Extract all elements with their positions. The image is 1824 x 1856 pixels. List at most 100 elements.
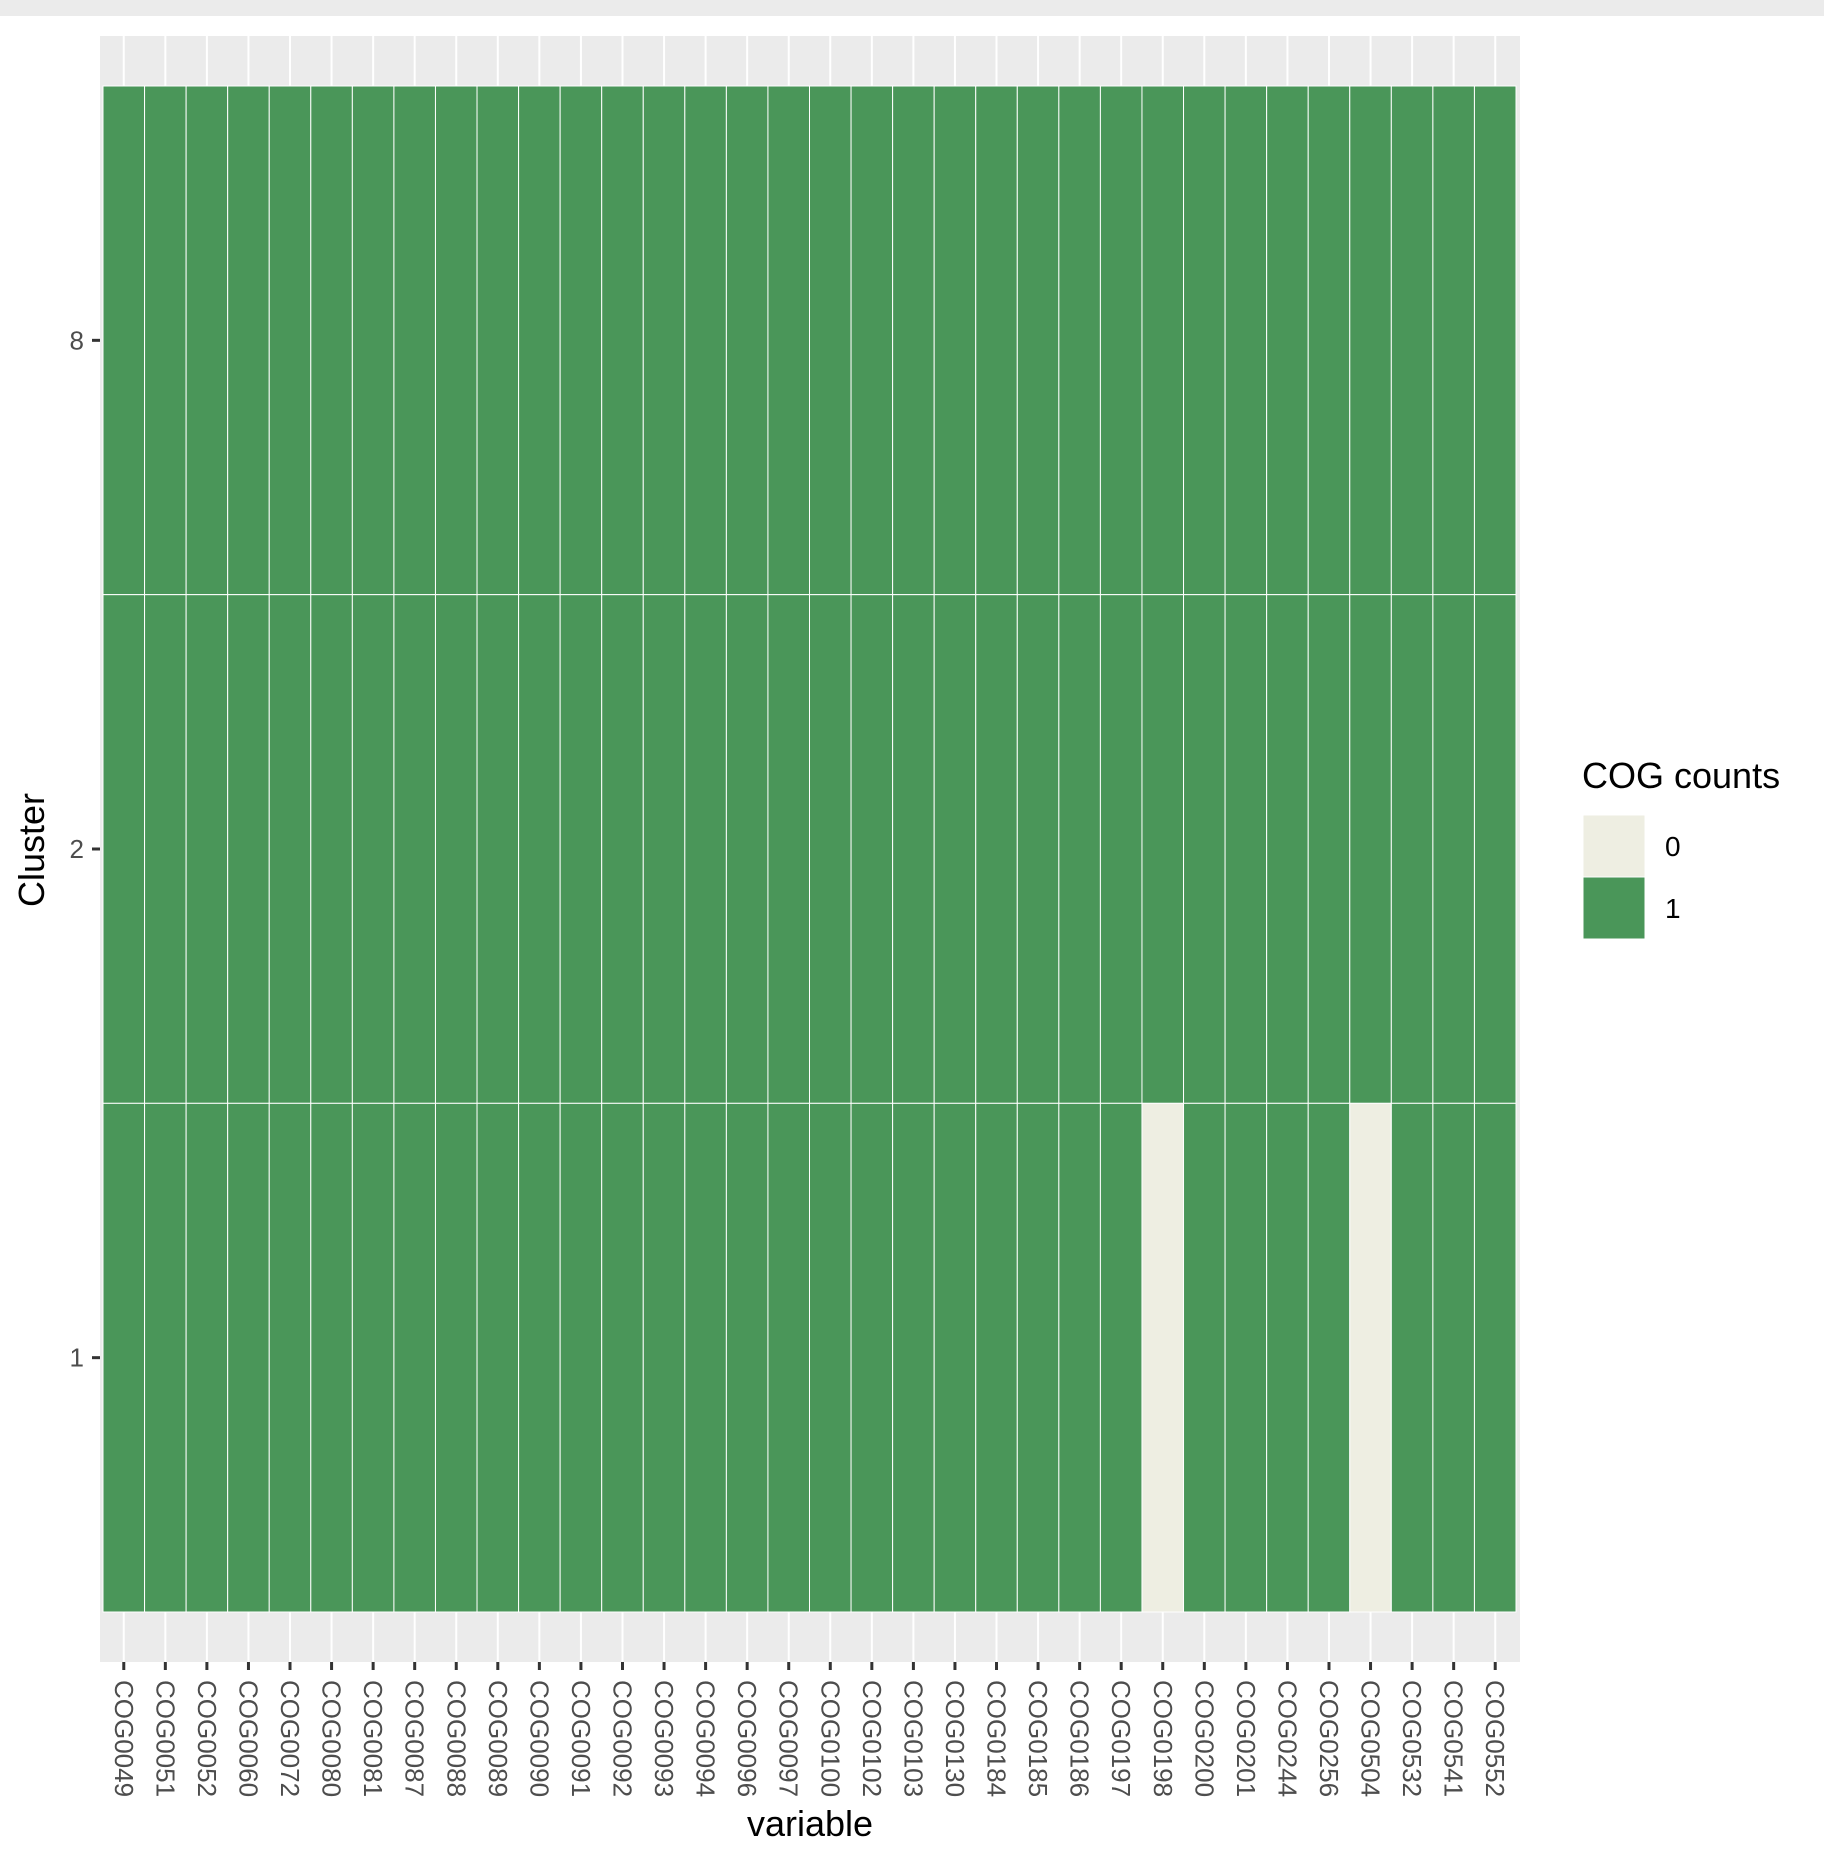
heatmap-tile-2-COG0088 xyxy=(434,594,478,1104)
heatmap-tile-8-COG0256 xyxy=(1307,85,1351,596)
x-tick-label-COG0081: COG0081 xyxy=(358,1680,388,1797)
heatmap-tile-1-COG0052 xyxy=(185,1102,229,1613)
heatmap-tile-2-COG0096 xyxy=(725,594,769,1104)
heatmap-tile-8-COG0504 xyxy=(1349,85,1392,596)
x-tick-label-COG0092: COG0092 xyxy=(607,1680,637,1797)
heatmap-tile-1-COG0097 xyxy=(767,1102,810,1613)
heatmap-tile-2-COG0504 xyxy=(1349,594,1392,1104)
x-tick-label-COG0049: COG0049 xyxy=(109,1680,139,1797)
x-tick-label-COG0094: COG0094 xyxy=(691,1680,721,1797)
heatmap-tile-2-COG0049 xyxy=(102,594,146,1104)
heatmap-tile-2-COG0184 xyxy=(975,594,1018,1104)
heatmap-tile-1-COG0090 xyxy=(518,1102,561,1613)
x-tick-label-COG0087: COG0087 xyxy=(400,1680,430,1797)
y-tick-label-1: 1 xyxy=(70,1343,84,1373)
x-tick-label-COG0185: COG0185 xyxy=(1023,1680,1053,1797)
heatmap-tile-8-COG0200 xyxy=(1183,85,1226,596)
x-tick-label-COG0541: COG0541 xyxy=(1439,1680,1469,1797)
heatmap-tile-8-COG0102 xyxy=(850,85,894,596)
heatmap-tile-8-COG0090 xyxy=(518,85,561,596)
x-tick-label-COG0244: COG0244 xyxy=(1272,1680,1302,1797)
heatmap-tile-8-COG0130 xyxy=(933,85,977,596)
x-axis: COG0049 COG0051 COG0052 COG0060 COG0072 COG00… xyxy=(109,1662,1510,1797)
legend-label-0: 0 xyxy=(1665,831,1681,862)
legend-title: COG counts xyxy=(1582,755,1780,796)
heatmap-tile-2-COG0090 xyxy=(518,594,561,1104)
top-band xyxy=(0,0,1824,16)
heatmap-tile-8-COG0091 xyxy=(559,85,603,596)
heatmap-tile-1-COG0200 xyxy=(1183,1102,1226,1613)
x-axis-title: variable xyxy=(747,1803,873,1844)
heatmap-tile-1-COG0256 xyxy=(1307,1102,1351,1613)
heatmap-tile-1-COG0093 xyxy=(642,1102,686,1613)
heatmap-tile-8-COG0087 xyxy=(393,85,436,596)
heatmap-tile-8-COG0100 xyxy=(809,85,852,596)
x-tick-label-COG0186: COG0186 xyxy=(1065,1680,1095,1797)
heatmap-tile-8-COG0049 xyxy=(102,85,146,596)
x-tick-label-COG0532: COG0532 xyxy=(1397,1680,1427,1797)
x-tick-label-COG0097: COG0097 xyxy=(774,1680,804,1797)
heatmap-tile-8-COG0103 xyxy=(892,85,935,596)
heatmap-tile-8-COG0094 xyxy=(684,85,727,596)
heatmap-tile-2-COG0072 xyxy=(268,594,312,1104)
heatmap-tile-1-COG0100 xyxy=(809,1102,852,1613)
x-tick-label-COG0102: COG0102 xyxy=(857,1680,887,1797)
heatmap-tile-8-COG0088 xyxy=(434,85,478,596)
heatmap-tile-8-COG0184 xyxy=(975,85,1018,596)
heatmap-tile-2-COG0185 xyxy=(1016,594,1060,1104)
x-tick-label-COG0096: COG0096 xyxy=(732,1680,762,1797)
x-tick-label-COG0504: COG0504 xyxy=(1356,1680,1386,1797)
heatmap-tile-8-COG0186 xyxy=(1058,85,1101,596)
heatmap-tile-1-COG0092 xyxy=(601,1102,644,1613)
heatmap-tile-2-COG0094 xyxy=(684,594,727,1104)
x-tick-label-COG0091: COG0091 xyxy=(566,1680,596,1797)
x-tick-label-COG0100: COG0100 xyxy=(815,1680,845,1797)
heatmap-tile-2-COG0093 xyxy=(642,594,686,1104)
heatmap-tile-2-COG0092 xyxy=(601,594,644,1104)
heatmap-tile-1-COG0186 xyxy=(1058,1102,1101,1613)
heatmap-tile-1-COG0091 xyxy=(559,1102,603,1613)
legend-key-0 xyxy=(1582,814,1646,878)
heatmap-tile-1-COG0198 xyxy=(1141,1102,1185,1613)
heatmap-tile-2-COG0130 xyxy=(933,594,977,1104)
legend-keys: 01 xyxy=(1582,814,1681,940)
heatmap-tiles xyxy=(102,85,1517,1613)
heatmap-tile-8-COG0089 xyxy=(476,85,520,596)
heatmap-tile-8-COG0244 xyxy=(1266,85,1309,596)
heatmap-tile-8-COG0072 xyxy=(268,85,312,596)
heatmap-tile-2-COG0200 xyxy=(1183,594,1226,1104)
heatmap-tile-8-COG0052 xyxy=(185,85,229,596)
heatmap-tile-2-COG0087 xyxy=(393,594,436,1104)
x-tick-label-COG0090: COG0090 xyxy=(524,1680,554,1797)
x-tick-label-COG0197: COG0197 xyxy=(1106,1680,1136,1797)
heatmap-tile-2-COG0097 xyxy=(767,594,810,1104)
x-tick-label-COG0052: COG0052 xyxy=(192,1680,222,1797)
x-tick-label-COG0080: COG0080 xyxy=(317,1680,347,1797)
heatmap-tile-2-COG0102 xyxy=(850,594,894,1104)
x-tick-label-COG0552: COG0552 xyxy=(1480,1680,1510,1797)
heatmap-tile-1-COG0184 xyxy=(975,1102,1018,1613)
legend-label-1: 1 xyxy=(1665,893,1681,924)
heatmap-tile-1-COG0087 xyxy=(393,1102,436,1613)
heatmap-tile-8-COG0201 xyxy=(1224,85,1268,596)
heatmap-tile-1-COG0103 xyxy=(892,1102,935,1613)
y-axis-title: Cluster xyxy=(11,793,52,907)
heatmap-tile-1-COG0201 xyxy=(1224,1102,1268,1613)
heatmap-tile-2-COG0081 xyxy=(351,594,395,1104)
x-tick-label-COG0184: COG0184 xyxy=(982,1680,1012,1797)
heatmap-tile-1-COG0088 xyxy=(434,1102,478,1613)
x-tick-label-COG0198: COG0198 xyxy=(1148,1680,1178,1797)
heatmap-tile-8-COG0096 xyxy=(725,85,769,596)
heatmap-tile-1-COG0072 xyxy=(268,1102,312,1613)
heatmap-tile-2-COG0060 xyxy=(227,594,270,1104)
heatmap-tile-1-COG0130 xyxy=(933,1102,977,1613)
heatmap-tile-2-COG0080 xyxy=(310,594,353,1104)
x-tick-label-COG0093: COG0093 xyxy=(649,1680,679,1797)
x-tick-label-COG0256: COG0256 xyxy=(1314,1680,1344,1797)
heatmap-tile-2-COG0186 xyxy=(1058,594,1101,1104)
heatmap-tile-2-COG0532 xyxy=(1390,594,1434,1104)
heatmap-tile-8-COG0097 xyxy=(767,85,810,596)
x-tick-label-COG0072: COG0072 xyxy=(275,1680,305,1797)
x-tick-label-COG0130: COG0130 xyxy=(940,1680,970,1797)
